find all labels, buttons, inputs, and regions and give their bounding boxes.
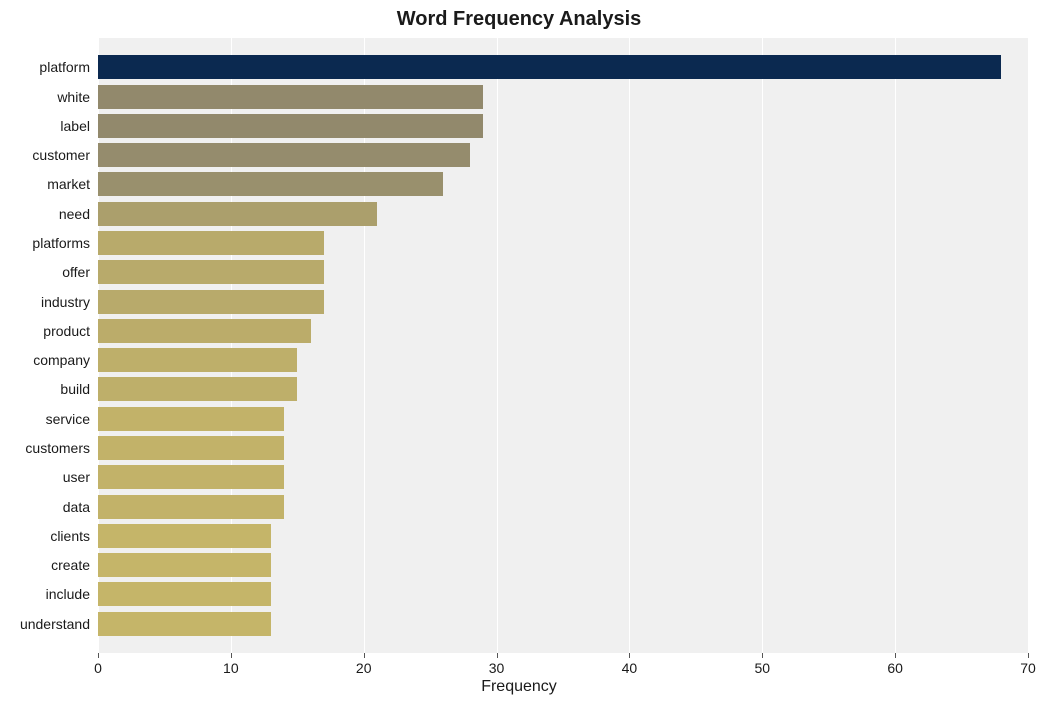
bar (98, 582, 271, 606)
x-axis-title: Frequency (0, 678, 1038, 696)
x-tick-mark (231, 653, 232, 658)
y-tick-label: build (60, 381, 90, 397)
x-tick-label: 40 (622, 660, 638, 676)
y-tick-label: clients (50, 528, 90, 544)
y-tick-label: need (59, 206, 90, 222)
bar (98, 612, 271, 636)
bar (98, 202, 377, 226)
bar (98, 377, 297, 401)
y-tick-label: service (46, 411, 90, 427)
grid-line (629, 38, 630, 653)
x-tick-mark (98, 653, 99, 658)
grid-line (895, 38, 896, 653)
bar (98, 231, 324, 255)
bar (98, 348, 297, 372)
x-tick-label: 30 (489, 660, 505, 676)
y-tick-label: include (46, 586, 90, 602)
bar (98, 260, 324, 284)
x-tick-mark (364, 653, 365, 658)
plot-area (98, 38, 1028, 653)
x-tick-label: 50 (754, 660, 770, 676)
bar (98, 290, 324, 314)
y-tick-label: industry (41, 294, 90, 310)
bar (98, 55, 1001, 79)
y-tick-label: create (51, 557, 90, 573)
x-tick-mark (895, 653, 896, 658)
bar (98, 407, 284, 431)
y-tick-label: market (47, 176, 90, 192)
y-tick-label: label (60, 118, 90, 134)
bar (98, 143, 470, 167)
bar (98, 114, 483, 138)
chart-title: Word Frequency Analysis (0, 8, 1038, 31)
bar (98, 524, 271, 548)
x-tick-label: 20 (356, 660, 372, 676)
y-tick-label: data (63, 499, 90, 515)
grid-line (762, 38, 763, 653)
y-tick-label: offer (62, 264, 90, 280)
word-frequency-chart: Word Frequency Analysis platform white lab… (0, 0, 1038, 701)
x-tick-mark (629, 653, 630, 658)
y-axis-labels: platform white label customer market need plat… (0, 0, 96, 701)
y-tick-label: company (33, 352, 90, 368)
bar (98, 172, 443, 196)
bar (98, 319, 311, 343)
grid-line (1028, 38, 1029, 653)
y-tick-label: platform (39, 59, 90, 75)
y-tick-label: white (57, 89, 90, 105)
y-tick-label: platforms (32, 235, 90, 251)
x-tick-label: 10 (223, 660, 239, 676)
x-tick-mark (762, 653, 763, 658)
bar (98, 436, 284, 460)
grid-line (497, 38, 498, 653)
y-tick-label: customers (25, 440, 90, 456)
y-tick-label: understand (20, 616, 90, 632)
bar (98, 465, 284, 489)
x-tick-mark (497, 653, 498, 658)
y-tick-label: product (43, 323, 90, 339)
bar (98, 85, 483, 109)
y-tick-label: customer (32, 147, 90, 163)
bar (98, 553, 271, 577)
x-tick-label: 60 (887, 660, 903, 676)
x-tick-mark (1028, 653, 1029, 658)
y-tick-label: user (63, 469, 90, 485)
bar (98, 495, 284, 519)
x-tick-label: 0 (94, 660, 102, 676)
x-tick-label: 70 (1020, 660, 1036, 676)
